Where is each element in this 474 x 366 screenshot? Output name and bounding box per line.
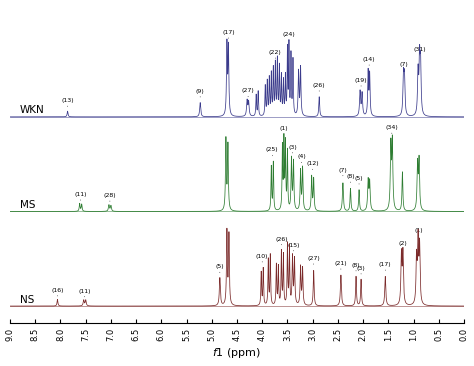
- Text: (28): (28): [104, 193, 116, 201]
- Text: (22): (22): [269, 50, 282, 59]
- Text: (17): (17): [379, 262, 392, 270]
- Text: MS: MS: [20, 200, 36, 210]
- Text: (26): (26): [313, 83, 326, 91]
- Text: (11): (11): [78, 288, 91, 297]
- Text: (9): (9): [196, 89, 205, 97]
- Text: (21): (21): [335, 261, 347, 269]
- Text: (7): (7): [400, 62, 408, 70]
- Text: (11): (11): [74, 192, 87, 200]
- Text: (25): (25): [266, 147, 279, 156]
- Text: (7): (7): [338, 168, 347, 176]
- Text: NS: NS: [20, 295, 35, 305]
- Text: (13): (13): [61, 98, 74, 107]
- Text: (3): (3): [357, 266, 365, 274]
- Text: (27): (27): [242, 89, 255, 97]
- Text: (17): (17): [222, 30, 235, 38]
- Text: (8): (8): [352, 263, 360, 271]
- X-axis label: $f$1 (ppm): $f$1 (ppm): [212, 347, 262, 361]
- Text: (2): (2): [398, 241, 407, 249]
- Text: (4): (4): [297, 154, 306, 163]
- Text: (5): (5): [216, 264, 224, 273]
- Text: (34): (34): [385, 125, 398, 134]
- Text: (16): (16): [51, 288, 64, 296]
- Text: (14): (14): [363, 57, 375, 66]
- Text: (10): (10): [256, 254, 268, 262]
- Text: (5): (5): [355, 176, 364, 184]
- Text: (1): (1): [280, 126, 288, 134]
- Text: (12): (12): [306, 161, 319, 170]
- Text: (27): (27): [307, 256, 320, 264]
- Text: (1): (1): [414, 228, 423, 236]
- Text: (19): (19): [355, 78, 367, 86]
- Text: (24): (24): [283, 32, 295, 40]
- Text: (8): (8): [346, 174, 355, 183]
- Text: WKN: WKN: [20, 105, 45, 115]
- Text: (3): (3): [288, 145, 297, 153]
- Text: (26): (26): [275, 236, 288, 245]
- Text: (15): (15): [287, 243, 300, 251]
- Text: (31): (31): [413, 47, 426, 55]
